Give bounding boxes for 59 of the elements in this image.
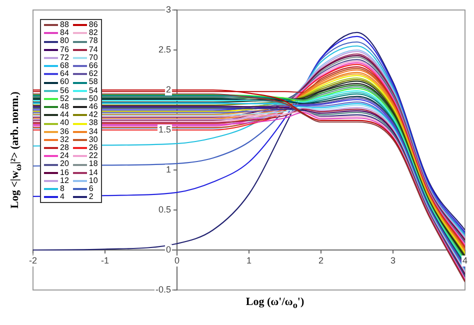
legend-label: 28 (60, 143, 69, 152)
legend-label: 54 (88, 86, 98, 95)
legend-label: 82 (88, 28, 98, 38)
legend-label: 58 (88, 77, 98, 87)
legend-label: 20 (60, 159, 69, 169)
legend-label: 40 (60, 118, 69, 128)
x-axis-title: Log (ω'/ω$_{o}$') (244, 296, 306, 310)
legend-label: 38 (88, 118, 98, 128)
legend-label: 78 (88, 36, 98, 46)
legend-label: 16 (60, 168, 69, 177)
legend-label: 88 (60, 20, 69, 29)
x-tick-label: 2 (318, 255, 324, 266)
legend-label: 44 (60, 110, 69, 120)
legend-label: 30 (88, 134, 98, 144)
y-tick-label: 2 (166, 84, 171, 94)
legend-label: 46 (88, 102, 98, 112)
legend-label: 6 (88, 184, 94, 194)
legend-label: 34 (88, 126, 98, 136)
y-tick-label: -0.5 (155, 284, 171, 294)
legend-label: 22 (88, 151, 98, 160)
legend-label: 50 (88, 94, 98, 103)
legend-label: 86 (88, 20, 98, 29)
legend-label: 32 (60, 134, 69, 144)
x-tick-label: -2 (28, 255, 38, 266)
legend-label: 52 (60, 94, 69, 103)
legend-label: 80 (60, 36, 69, 46)
y-tick-label: 1.5 (158, 124, 171, 134)
legend-label: 66 (88, 61, 98, 70)
legend-label: 70 (88, 52, 98, 62)
legend-label: 10 (88, 176, 98, 185)
legend-label: 2 (88, 192, 94, 202)
x-tick-label: 3 (390, 255, 396, 266)
legend-label: 4 (60, 192, 64, 202)
y-tick-label: 0.5 (158, 204, 171, 214)
legend-label: 68 (60, 61, 69, 70)
legend-label: 56 (60, 86, 69, 95)
y-tick-label: 2.5 (158, 44, 171, 54)
legend-label: 8 (60, 184, 64, 194)
x-tick-label: -1 (100, 255, 110, 266)
legend-label: 76 (60, 44, 69, 54)
legend-label: 48 (60, 102, 69, 112)
legend-label: 64 (60, 69, 69, 78)
y-tick-label: 0 (166, 244, 171, 254)
legend-label: 26 (88, 143, 98, 152)
y-tick-label: 1 (166, 164, 171, 174)
legend-label: 84 (60, 28, 69, 38)
legend-label: 74 (88, 44, 98, 54)
legend-label: 12 (60, 176, 69, 185)
legend-label: 42 (88, 110, 98, 120)
legend-label: 60 (60, 77, 69, 87)
x-tick-label: 0 (174, 255, 180, 266)
legend-label: 24 (60, 151, 69, 160)
legend-label: 36 (60, 126, 69, 136)
legend-label: 14 (88, 168, 98, 177)
y-tick-label: 3 (166, 4, 171, 14)
legend-label: 62 (88, 69, 98, 78)
legend-label: 72 (60, 52, 69, 62)
x-tick-label: 1 (246, 255, 252, 266)
legend-label: 18 (88, 159, 98, 169)
